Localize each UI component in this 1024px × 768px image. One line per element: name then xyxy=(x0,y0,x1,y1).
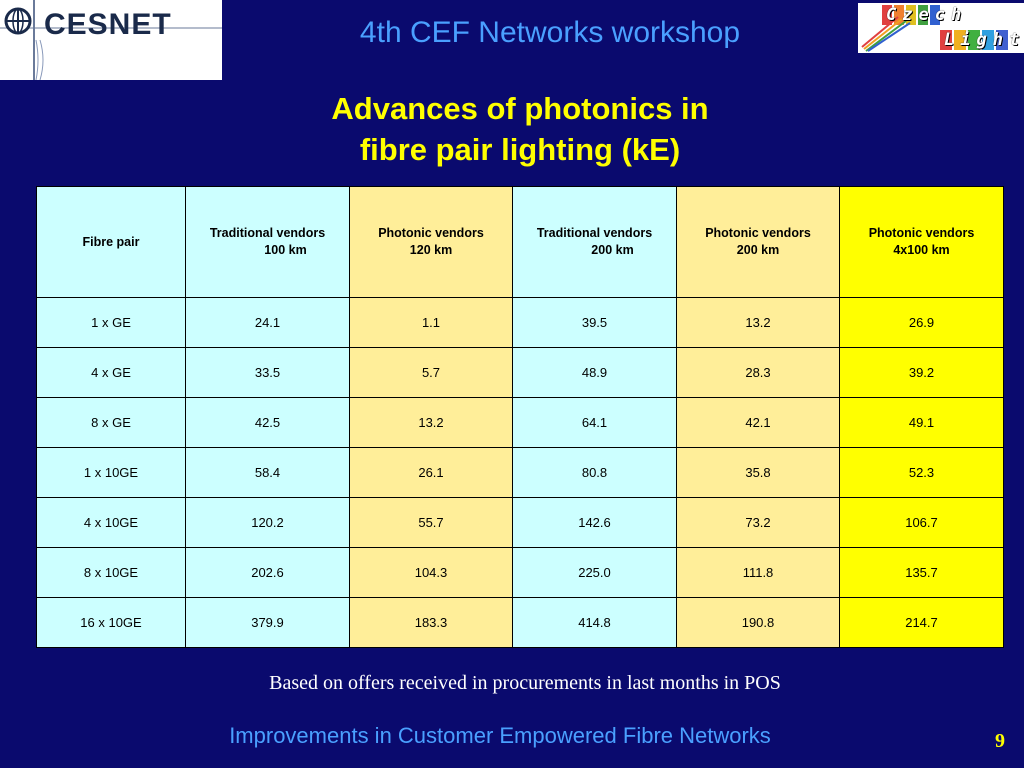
row-label-cell: 8 x GE xyxy=(36,397,186,448)
value-cell: 142.6 xyxy=(512,497,677,548)
header-cell: Traditional vendors 200 km xyxy=(512,186,677,298)
value-cell: 379.9 xyxy=(185,597,350,648)
value-cell: 52.3 xyxy=(839,447,1004,498)
value-cell: 58.4 xyxy=(185,447,350,498)
header-line: Traditional vendors xyxy=(536,226,653,240)
value-cell: 55.7 xyxy=(349,497,513,548)
page-number: 9 xyxy=(995,730,1005,752)
table-row: 1 x GE 24.1 1.1 39.5 13.2 26.9 xyxy=(36,297,1004,348)
value-cell: 39.2 xyxy=(839,347,1004,398)
value-cell: 26.9 xyxy=(839,297,1004,348)
row-label-cell: 16 x 10GE xyxy=(36,597,186,648)
slide-title-line1: Advances of photonics in xyxy=(331,91,709,126)
header-cell: Fibre pair xyxy=(36,186,186,298)
value-cell: 42.1 xyxy=(676,397,840,448)
footnote: Based on offers received in procurements… xyxy=(269,672,781,694)
row-label-cell: 1 x GE xyxy=(36,297,186,348)
header-line: Fibre pair xyxy=(82,234,140,249)
value-cell: 39.5 xyxy=(512,297,677,348)
row-label-cell: 4 x 10GE xyxy=(36,497,186,548)
value-cell: 26.1 xyxy=(349,447,513,498)
slide-title-line2: fibre pair lighting (kE) xyxy=(359,132,681,167)
header-subline: 100 km xyxy=(264,243,307,257)
row-label-cell: 4 x GE xyxy=(36,347,186,398)
cesnet-globe-icon xyxy=(0,0,222,80)
workshop-title: 4th CEF Networks workshop xyxy=(359,16,741,49)
value-cell: 106.7 xyxy=(839,497,1004,548)
table-row: 8 x 10GE 202.6 104.3 225.0 111.8 135.7 xyxy=(36,547,1004,598)
value-cell: 24.1 xyxy=(185,297,350,348)
value-cell: 5.7 xyxy=(349,347,513,398)
value-cell: 64.1 xyxy=(512,397,677,448)
value-cell: 13.2 xyxy=(676,297,840,348)
value-cell: 135.7 xyxy=(839,547,1004,598)
value-cell: 225.0 xyxy=(512,547,677,598)
slide-title: Advances of photonics in fibre pair ligh… xyxy=(180,88,860,170)
table-row: 4 x 10GE 120.2 55.7 142.6 73.2 106.7 xyxy=(36,497,1004,548)
header-line: Photonic vendors xyxy=(705,226,811,240)
value-cell: 120.2 xyxy=(185,497,350,548)
value-cell: 48.9 xyxy=(512,347,677,398)
czech-word: Czech xyxy=(886,5,968,25)
header-subline: 4x100 km xyxy=(893,243,950,257)
value-cell: 33.5 xyxy=(185,347,350,398)
value-cell: 73.2 xyxy=(676,497,840,548)
value-cell: 183.3 xyxy=(349,597,513,648)
value-cell: 190.8 xyxy=(676,597,840,648)
price-table-body: Fibre pair Traditional vendors 100 km Ph… xyxy=(36,186,1004,648)
czech-light-graphic-icon xyxy=(861,5,1008,52)
header-line: Photonic vendors xyxy=(378,226,484,240)
value-cell: 42.5 xyxy=(185,397,350,448)
header-line: Traditional vendors xyxy=(209,226,326,240)
table-row: 4 x GE 33.5 5.7 48.9 28.3 39.2 xyxy=(36,347,1004,398)
value-cell: 414.8 xyxy=(512,597,677,648)
value-cell: 35.8 xyxy=(676,447,840,498)
header-line: Photonic vendors xyxy=(868,226,975,240)
header-subline: 200 km xyxy=(591,243,634,257)
value-cell: 49.1 xyxy=(839,397,1004,448)
header-cell: Photonic vendors 120 km xyxy=(349,186,513,298)
price-table: Fibre pair Traditional vendors 100 km Ph… xyxy=(36,186,1004,648)
table-row: 1 x 10GE 58.4 26.1 80.8 35.8 52.3 xyxy=(36,447,1004,498)
value-cell: 1.1 xyxy=(349,297,513,348)
header-subline: 200 km xyxy=(736,243,780,257)
value-cell: 214.7 xyxy=(839,597,1004,648)
row-label-cell: 1 x 10GE xyxy=(36,447,186,498)
header-subline: 120 km xyxy=(409,243,453,257)
cesnet-wordmark: CESNET xyxy=(44,8,172,41)
value-cell: 80.8 xyxy=(512,447,677,498)
table-header-row: Fibre pair Traditional vendors 100 km Ph… xyxy=(36,186,1004,298)
footer-text: Improvements in Customer Empowered Fibre… xyxy=(229,723,771,748)
light-word: Light xyxy=(944,30,1024,50)
cesnet-logo: CESNET xyxy=(0,0,222,80)
row-label-cell: 8 x 10GE xyxy=(36,547,186,598)
value-cell: 28.3 xyxy=(676,347,840,398)
header-cell: Photonic vendors 4x100 km xyxy=(839,186,1004,298)
table-row: 16 x 10GE 379.9 183.3 414.8 190.8 214.7 xyxy=(36,597,1004,648)
value-cell: 13.2 xyxy=(349,397,513,448)
header-cell: Traditional vendors 100 km xyxy=(185,186,350,298)
value-cell: 111.8 xyxy=(676,547,840,598)
header-cell: Photonic vendors 200 km xyxy=(676,186,840,298)
value-cell: 104.3 xyxy=(349,547,513,598)
value-cell: 202.6 xyxy=(185,547,350,598)
czech-light-logo: Czech Light xyxy=(858,3,1024,53)
table-row: 8 x GE 42.5 13.2 64.1 42.1 49.1 xyxy=(36,397,1004,448)
